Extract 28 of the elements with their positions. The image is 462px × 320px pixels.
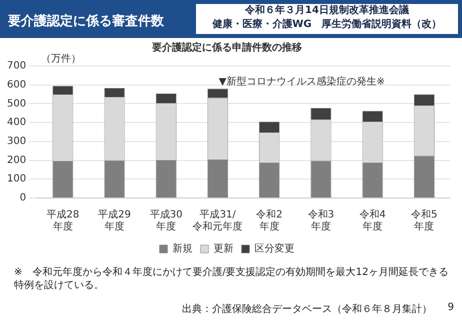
y-tick-label: 600: [6, 79, 26, 90]
legend-label: 更新: [214, 242, 234, 255]
x-tick-label: 平成29年度: [98, 208, 131, 233]
y-tick-label: 500: [6, 98, 26, 110]
y-tick-label: 400: [6, 117, 26, 128]
legend-label: 区分変更: [254, 242, 294, 255]
y-tick-label: 100: [6, 174, 26, 185]
x-tick-label: 平成30年度: [150, 208, 182, 233]
x-tick-label: 平成28年度: [46, 208, 80, 233]
annotation: ▼新型コロナウイルス感染症の発生※: [218, 75, 385, 88]
source-note: 出典：介護保険総合データベース（令和６年８月集計）: [182, 302, 432, 316]
x-tick-label: 令和2年度: [256, 208, 283, 233]
y-tick-label: 200: [6, 154, 26, 166]
text: ※ 令和元年度から令和４年度にかけて要介護/要支援認定の有効期間を最大12ヶ月間延長できる特例を設けている。: [14, 266, 450, 292]
x-tick-label: 令和4年度: [359, 208, 386, 233]
legend-label: 新規: [172, 242, 192, 255]
text: 健康・医療・介護WG 厚生労働省説明資料（改）: [211, 18, 443, 32]
y-axis-title: （万件）: [41, 54, 82, 65]
x-tick-label: 平成31/令和元年度: [192, 208, 243, 233]
x-tick-label: 令和3年度: [308, 208, 334, 233]
y-tick-label: 300: [6, 136, 26, 148]
y-tick-label: 0: [20, 192, 26, 204]
chart-title: 要介護認定に係る審査件数: [8, 12, 164, 30]
text: 令和６年３月14日規制改革推進会議: [244, 4, 410, 18]
x-tick-label: 令和5年度: [411, 208, 438, 233]
chart-subtitle: 要介護認定に係る申請件数の推移: [151, 42, 302, 54]
y-tick-label: 700: [6, 60, 26, 72]
text: 9: [448, 302, 454, 313]
